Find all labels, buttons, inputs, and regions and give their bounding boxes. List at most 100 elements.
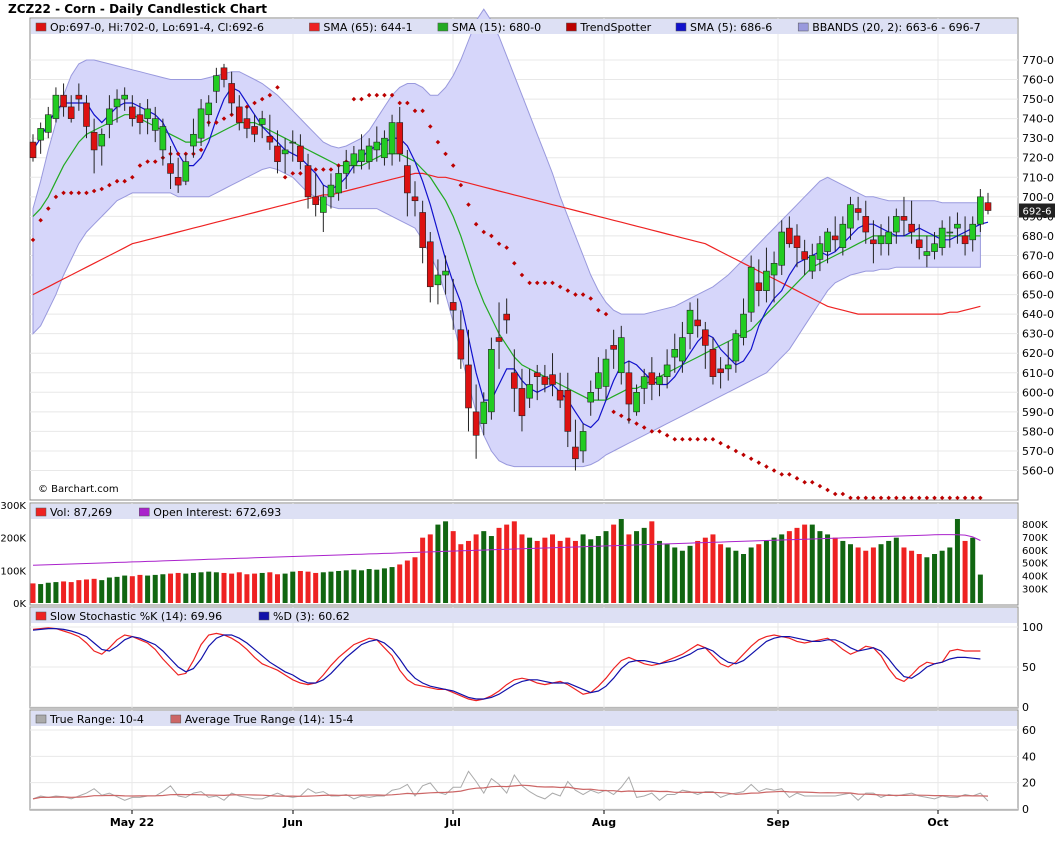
candle-body [151, 118, 159, 131]
price-legend-swatch [675, 22, 687, 32]
volume-bar [702, 537, 708, 603]
trendspotter-marker [252, 100, 257, 106]
volume-bar [901, 547, 907, 603]
trendspotter-marker [894, 495, 899, 501]
volume-bar [550, 534, 556, 603]
volume-bar [534, 540, 540, 603]
volume-bar [206, 571, 212, 603]
volume-bar [916, 554, 922, 603]
stochastic-d-line [32, 627, 981, 700]
candle-body [419, 212, 426, 248]
price-tick-label: 770-0 [1022, 54, 1054, 67]
volume-bar [374, 569, 380, 603]
candle-body [908, 223, 915, 233]
trendspotter-marker [748, 456, 754, 462]
candle-body [129, 106, 136, 119]
candle-body [877, 235, 885, 245]
volume-bar [611, 524, 617, 603]
volume-bar [397, 564, 403, 603]
volume-bar [91, 578, 97, 603]
volume-bar [748, 547, 754, 603]
trendspotter-marker [122, 178, 127, 184]
volume-bar [244, 574, 250, 603]
true-range-legend-bg [31, 711, 1017, 726]
volume-bar [649, 521, 655, 603]
candle-body [297, 145, 304, 162]
candle-body [938, 227, 946, 248]
trendspotter-marker [771, 468, 777, 473]
candle-body [373, 141, 381, 151]
volume-bar [603, 531, 609, 603]
open-interest-tick-label: 800K [1022, 520, 1048, 531]
volume-bar [947, 547, 953, 603]
candle-body [44, 114, 52, 133]
candle-body [190, 133, 197, 147]
volume-bar [389, 567, 395, 603]
volume-bar [718, 544, 724, 603]
volume-bar [687, 545, 693, 603]
volume-tick-label: 0K [13, 599, 26, 610]
volume-bar [404, 560, 410, 603]
candle-body [595, 372, 602, 389]
trendspotter-marker [741, 452, 746, 458]
trendspotter-marker [703, 436, 708, 442]
candle-body [29, 141, 37, 159]
trendspotter-marker [328, 167, 334, 172]
trendspotter-marker [389, 92, 395, 98]
trendspotter-marker [634, 421, 639, 426]
candle-body [365, 145, 373, 162]
volume-bar [30, 583, 36, 603]
candle-body [984, 202, 992, 211]
price-tick-label: 670-0 [1022, 249, 1054, 262]
volume-bar [343, 570, 349, 603]
price-legend-bg [31, 19, 1017, 34]
trendspotter-marker [359, 96, 364, 102]
candle-body [610, 345, 617, 350]
volume-bar [83, 579, 89, 603]
candle-body [457, 329, 465, 360]
volume-bar [221, 572, 227, 603]
volume-bar [580, 534, 586, 603]
volume-bar [626, 534, 632, 603]
price-legend-label: SMA (15): 680-0 [452, 21, 541, 34]
trendspotter-marker [84, 190, 89, 196]
volume-bar [267, 572, 273, 603]
candle-body [587, 392, 595, 403]
volume-bar [710, 534, 716, 603]
candle-body [258, 118, 266, 125]
candle-body [136, 114, 144, 123]
candle-body [60, 94, 67, 108]
volume-bar [122, 575, 128, 603]
trendspotter-marker [725, 444, 731, 450]
volume-bar [443, 521, 449, 603]
volume-bar [328, 571, 334, 603]
candle-body [885, 231, 892, 245]
candle-body [656, 376, 663, 385]
volume-bar [61, 581, 67, 603]
candle-body [900, 216, 908, 221]
candle-body [541, 376, 549, 385]
trendspotter-marker [466, 202, 471, 207]
month-label: Aug [592, 816, 616, 829]
price-legend-label: SMA (65): 644-1 [323, 21, 412, 34]
volume-bar [412, 557, 418, 603]
true-range-line [32, 770, 989, 802]
volume-bar [76, 580, 82, 603]
volume-bar [145, 575, 151, 603]
volume-bar [427, 534, 433, 603]
price-tick-label: 740-0 [1022, 113, 1054, 126]
volume-bar [137, 574, 143, 603]
candle-body [862, 216, 870, 233]
trendspotter-marker [30, 237, 36, 243]
candle-body [816, 243, 824, 260]
stochastic-tick-label: 0 [1022, 701, 1029, 714]
volume-bar [129, 576, 135, 603]
candle-body [747, 266, 755, 313]
candle-body [663, 364, 671, 377]
volume-bar [99, 580, 105, 603]
open-interest-line [32, 534, 981, 566]
volume-bar [741, 554, 747, 603]
volume-bar [45, 582, 51, 603]
month-label: May 22 [110, 816, 154, 829]
